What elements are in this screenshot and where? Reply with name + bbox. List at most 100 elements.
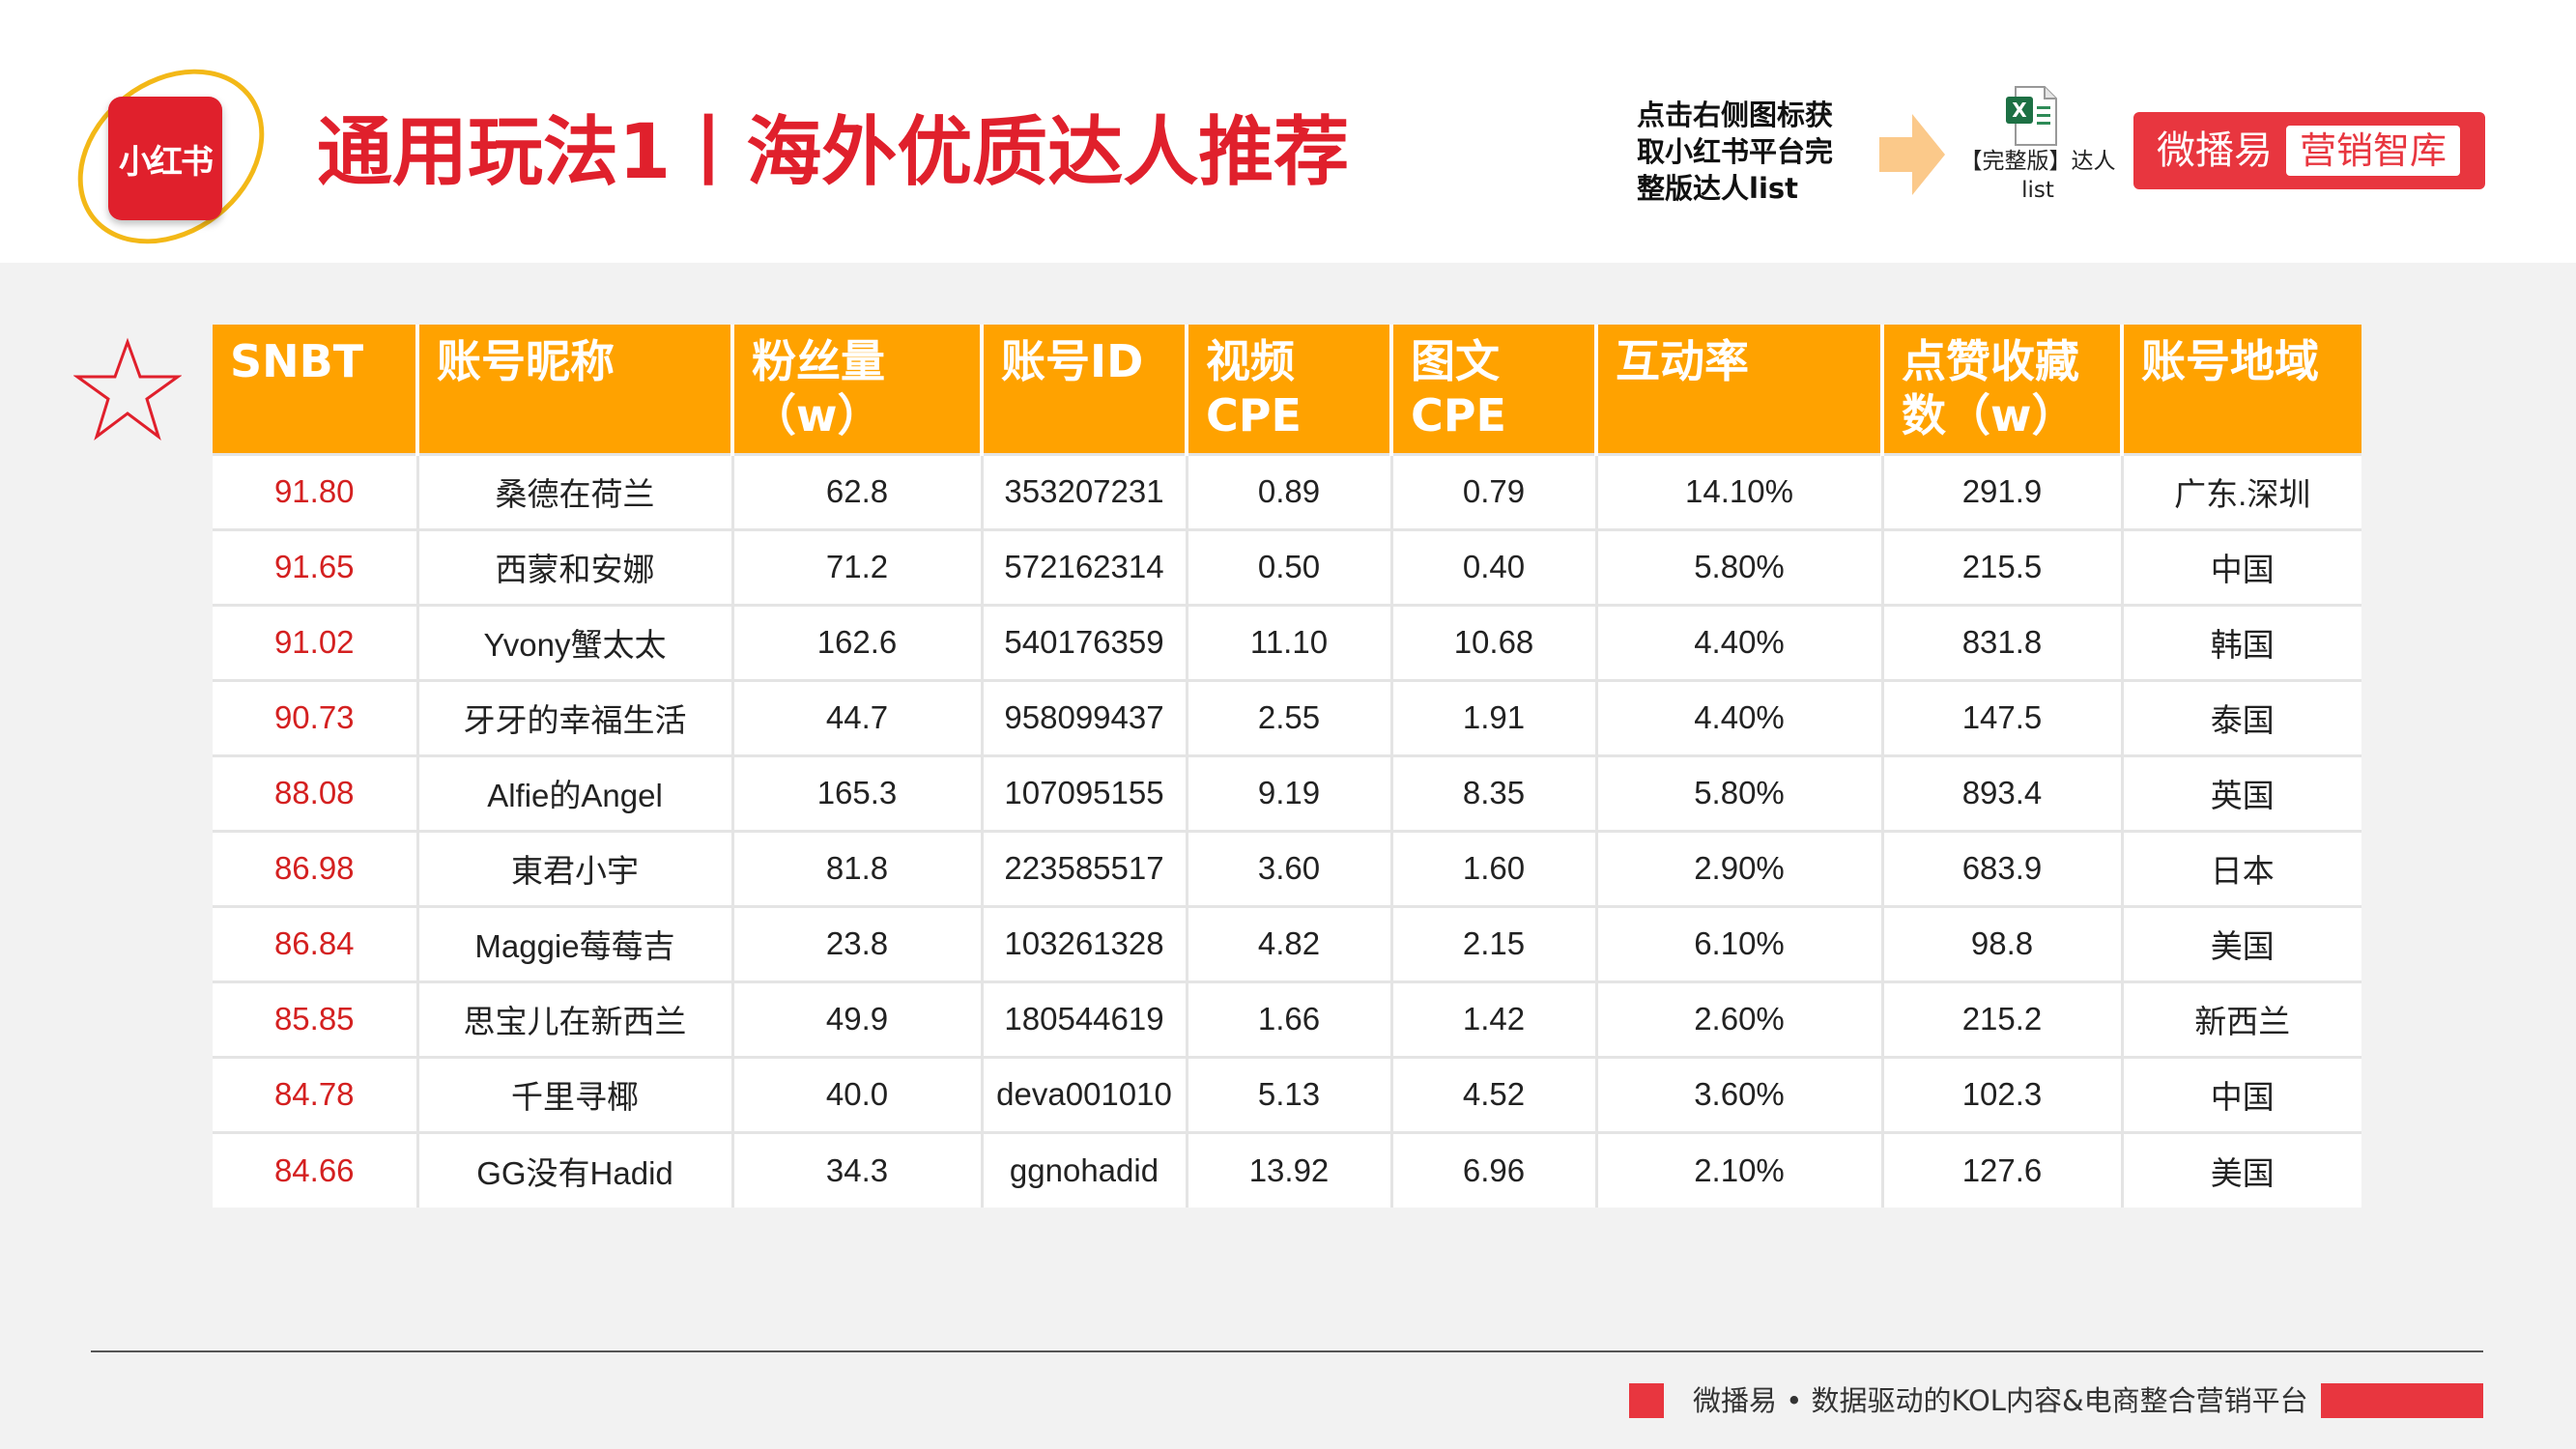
col-header-engagement: 互动率 (1596, 325, 1884, 454)
cell-post-cpe: 10.68 (1391, 603, 1598, 680)
table-row: 85.85 思宝儿在新西兰 49.9 180544619 1.66 1.42 2.60% 21… (213, 980, 2361, 1057)
brand-badge: 微播易 营销智库 (2133, 112, 2485, 189)
footer-bar (2321, 1383, 2483, 1418)
cell-nickname: 東君小宇 (417, 829, 734, 906)
cell-engagement: 5.80% (1596, 527, 1884, 605)
cell-region: 中国 (2122, 1055, 2361, 1132)
cell-likes: 893.4 (1882, 753, 2124, 831)
cell-followers: 23.8 (732, 904, 984, 981)
cell-likes: 127.6 (1882, 1130, 2124, 1208)
col-header-followers: 粉丝量（w） (732, 325, 984, 454)
cell-snbt: 86.84 (213, 904, 419, 981)
cell-nickname: 千里寻椰 (417, 1055, 734, 1132)
cell-followers: 162.6 (732, 603, 984, 680)
cell-account-id: ggnohadid (982, 1130, 1188, 1208)
cell-post-cpe: 0.79 (1391, 452, 1598, 529)
cell-nickname: Yvony蟹太太 (417, 603, 734, 680)
cell-snbt: 91.65 (213, 527, 419, 605)
table-row: 88.08 Alfie的Angel 165.3 107095155 9.19 8.35 5.… (213, 753, 2361, 831)
cell-region: 美国 (2122, 1130, 2361, 1208)
cell-followers: 71.2 (732, 527, 984, 605)
cell-video-cpe: 5.13 (1187, 1055, 1393, 1132)
cell-account-id: 180544619 (982, 980, 1188, 1057)
table-row: 86.84 Maggie莓莓吉 23.8 103261328 4.82 2.15 6.10%… (213, 904, 2361, 981)
col-header-nickname: 账号昵称 (417, 325, 734, 454)
cell-region: 英国 (2122, 753, 2361, 831)
cell-region: 日本 (2122, 829, 2361, 906)
cell-nickname: Alfie的Angel (417, 753, 734, 831)
col-header-snbt: SNBT (213, 325, 419, 454)
excel-file-label[interactable]: 【完整版】达人list (1960, 149, 2116, 203)
cell-snbt: 84.66 (213, 1130, 419, 1208)
cell-video-cpe: 2.55 (1187, 678, 1393, 755)
table-row: 86.98 東君小宇 81.8 223585517 3.60 1.60 2.90% 683.9… (213, 829, 2361, 906)
cell-account-id: 540176359 (982, 603, 1188, 680)
xiaohongshu-logo: 小红书 (43, 33, 299, 280)
brand-tag: 营销智库 (2286, 126, 2461, 176)
cell-account-id: 223585517 (982, 829, 1188, 906)
cell-snbt: 88.08 (213, 753, 419, 831)
excel-file-icon[interactable]: X (2004, 85, 2058, 147)
cell-likes: 215.5 (1882, 527, 2124, 605)
cell-followers: 62.8 (732, 452, 984, 529)
cell-nickname: 牙牙的幸福生活 (417, 678, 734, 755)
cell-region: 韩国 (2122, 603, 2361, 680)
col-header-post-cpe: 图文CPE (1391, 325, 1598, 454)
cell-video-cpe: 3.60 (1187, 829, 1393, 906)
table-row: 91.80 桑德在荷兰 62.8 353207231 0.89 0.79 14.10% 291… (213, 452, 2361, 529)
cell-snbt: 86.98 (213, 829, 419, 906)
cell-post-cpe: 1.42 (1391, 980, 1598, 1057)
brand-name: 微播易 (2157, 128, 2273, 173)
cell-account-id: 107095155 (982, 753, 1188, 831)
cell-followers: 40.0 (732, 1055, 984, 1132)
cell-nickname: 桑德在荷兰 (417, 452, 734, 529)
kol-table: SNBT 账号昵称 粉丝量（w） 账号ID 视频CPE 图文CPE 互动率 点赞… (213, 325, 2361, 1208)
cell-post-cpe: 4.52 (1391, 1055, 1598, 1132)
cell-engagement: 2.90% (1596, 829, 1884, 906)
logo-text: 小红书 (119, 142, 214, 182)
cell-snbt: 91.80 (213, 452, 419, 529)
col-header-region: 账号地域 (2122, 325, 2361, 454)
cell-engagement: 14.10% (1596, 452, 1884, 529)
cell-region: 美国 (2122, 904, 2361, 981)
cell-account-id: 103261328 (982, 904, 1188, 981)
cell-post-cpe: 2.15 (1391, 904, 1598, 981)
table-row: 84.66 GG没有Hadid 34.3 ggnohadid 13.92 6.96 2.10… (213, 1130, 2361, 1208)
cell-likes: 98.8 (1882, 904, 2124, 981)
download-hint: 点击右侧图标获取小红书平台完整版达人list (1637, 99, 1834, 205)
cell-post-cpe: 1.60 (1391, 829, 1598, 906)
cell-engagement: 4.40% (1596, 678, 1884, 755)
cell-account-id: 958099437 (982, 678, 1188, 755)
cell-region: 泰国 (2122, 678, 2361, 755)
cell-video-cpe: 11.10 (1187, 603, 1393, 680)
cell-nickname: GG没有Hadid (417, 1130, 734, 1208)
col-header-video-cpe: 视频CPE (1187, 325, 1393, 454)
table-row: 90.73 牙牙的幸福生活 44.7 958099437 2.55 1.91 4.40% 14… (213, 678, 2361, 755)
cell-region: 广东.深圳 (2122, 452, 2361, 529)
cell-video-cpe: 0.50 (1187, 527, 1393, 605)
col-header-account-id: 账号ID (982, 325, 1188, 454)
cell-snbt: 84.78 (213, 1055, 419, 1132)
cell-nickname: 西蒙和安娜 (417, 527, 734, 605)
cell-account-id: 572162314 (982, 527, 1188, 605)
table-header-row: SNBT 账号昵称 粉丝量（w） 账号ID 视频CPE 图文CPE 互动率 点赞… (213, 325, 2361, 454)
cell-post-cpe: 0.40 (1391, 527, 1598, 605)
cell-engagement: 6.10% (1596, 904, 1884, 981)
cell-nickname: 思宝儿在新西兰 (417, 980, 734, 1057)
cell-post-cpe: 1.91 (1391, 678, 1598, 755)
col-header-likes: 点赞收藏数（w） (1882, 325, 2124, 454)
cell-snbt: 90.73 (213, 678, 419, 755)
footer-divider (91, 1350, 2483, 1352)
cell-likes: 215.2 (1882, 980, 2124, 1057)
cell-video-cpe: 13.92 (1187, 1130, 1393, 1208)
cell-followers: 34.3 (732, 1130, 984, 1208)
cell-likes: 291.9 (1882, 452, 2124, 529)
cell-likes: 683.9 (1882, 829, 2124, 906)
cell-engagement: 5.80% (1596, 753, 1884, 831)
cell-nickname: Maggie莓莓吉 (417, 904, 734, 981)
cell-post-cpe: 8.35 (1391, 753, 1598, 831)
cell-likes: 102.3 (1882, 1055, 2124, 1132)
cell-engagement: 3.60% (1596, 1055, 1884, 1132)
cell-engagement: 2.60% (1596, 980, 1884, 1057)
cell-likes: 831.8 (1882, 603, 2124, 680)
